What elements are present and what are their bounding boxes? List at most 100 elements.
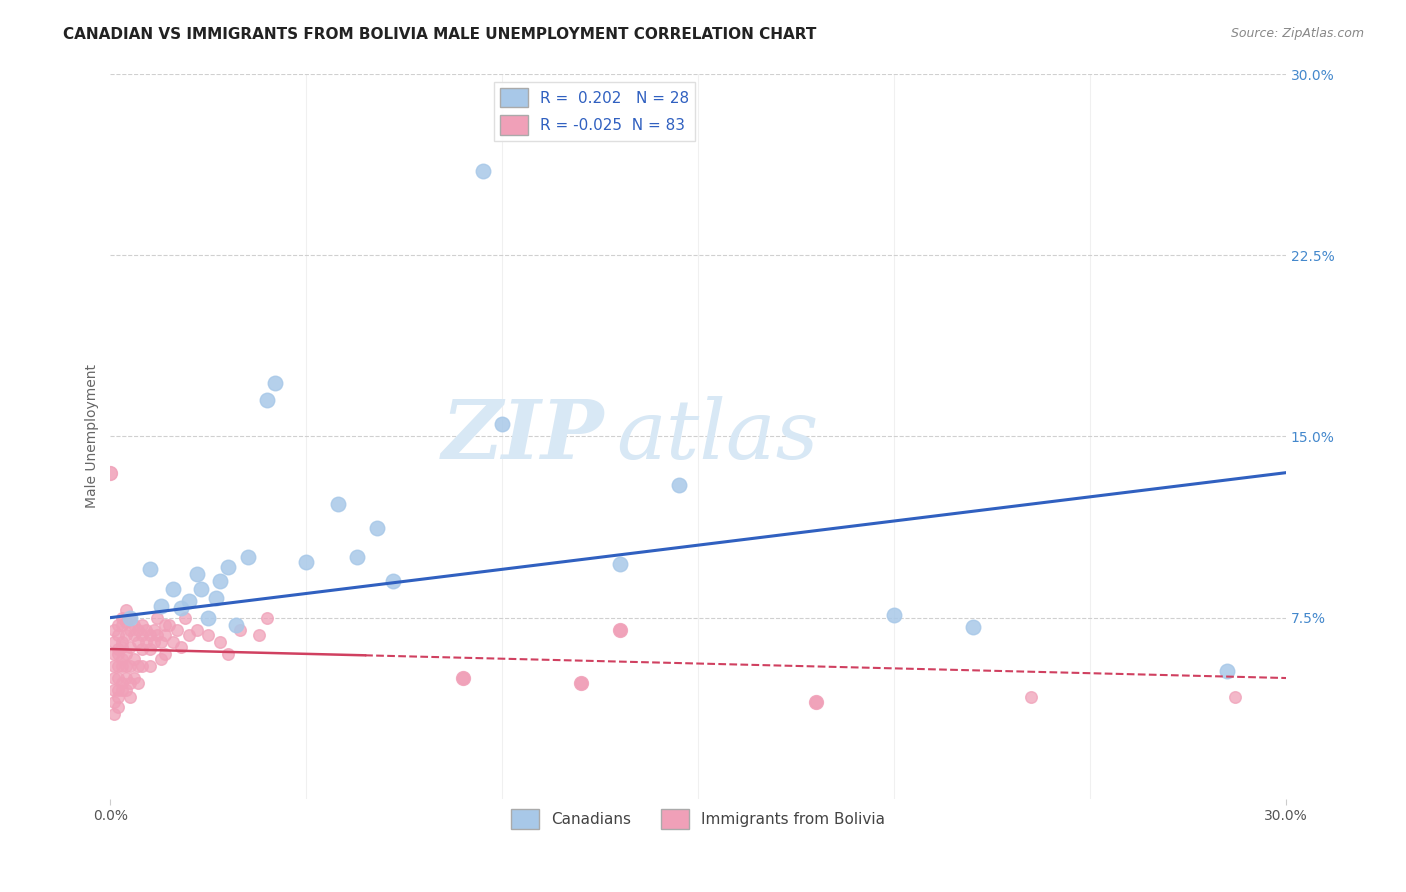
Point (138, 562, 160, 576)
Point (138, 642, 160, 657)
Point (111, 618, 134, 632)
Point (142, 623, 165, 637)
Point (122, 651, 145, 665)
Point (236, 550, 259, 565)
Point (381, 574, 404, 589)
Point (103, 683, 125, 698)
Point (190, 582, 212, 596)
Point (346, 550, 368, 565)
Point (103, 647, 125, 661)
Point (103, 707, 125, 722)
Point (451, 671, 474, 685)
Point (100, 466, 122, 480)
Point (247, 627, 270, 641)
Point (115, 671, 138, 685)
Point (135, 634, 157, 648)
Point (118, 610, 141, 624)
Point (471, 163, 494, 178)
Text: Source: ZipAtlas.com: Source: ZipAtlas.com (1230, 27, 1364, 40)
Point (609, 558, 631, 572)
Point (111, 610, 134, 624)
Point (115, 627, 138, 641)
Point (118, 623, 141, 637)
Point (138, 627, 160, 641)
Point (256, 610, 278, 624)
Point (170, 601, 193, 615)
Point (155, 627, 177, 641)
Point (127, 634, 149, 648)
Point (173, 610, 195, 624)
Point (150, 599, 173, 613)
Point (609, 623, 631, 637)
Point (135, 623, 157, 637)
Point (186, 567, 208, 582)
Point (111, 659, 134, 673)
Point (205, 591, 228, 606)
Point (118, 659, 141, 673)
Point (118, 676, 141, 690)
Point (295, 555, 318, 569)
Point (609, 623, 631, 637)
Point (107, 690, 129, 705)
Point (177, 627, 200, 641)
Point (804, 695, 827, 709)
Point (127, 623, 149, 637)
Point (111, 676, 134, 690)
Point (569, 676, 592, 690)
Point (177, 593, 200, 607)
Point (107, 642, 129, 657)
Point (883, 608, 905, 623)
Point (166, 623, 188, 637)
Point (1223, 690, 1246, 705)
Point (131, 659, 153, 673)
Point (122, 671, 145, 685)
Point (150, 651, 173, 665)
Point (569, 676, 592, 690)
Point (103, 634, 125, 648)
Point (186, 623, 208, 637)
Point (111, 640, 134, 654)
Point (131, 642, 153, 657)
Point (111, 634, 134, 648)
Point (122, 618, 145, 632)
Point (115, 615, 138, 630)
Point (142, 634, 165, 648)
Point (150, 634, 173, 648)
Point (209, 634, 232, 648)
Point (118, 640, 141, 654)
Point (451, 671, 474, 685)
Point (131, 618, 153, 632)
Text: CANADIAN VS IMMIGRANTS FROM BOLIVIA MALE UNEMPLOYMENT CORRELATION CHART: CANADIAN VS IMMIGRANTS FROM BOLIVIA MALE… (63, 27, 817, 42)
Point (138, 659, 160, 673)
Point (155, 618, 177, 632)
Point (111, 651, 134, 665)
Point (111, 683, 134, 698)
Point (217, 560, 239, 574)
Point (115, 603, 138, 617)
Point (127, 676, 149, 690)
Point (229, 623, 252, 637)
Point (668, 477, 690, 491)
Point (122, 627, 145, 641)
Point (217, 647, 239, 661)
Text: ZIP: ZIP (441, 396, 605, 476)
Point (131, 627, 153, 641)
Point (127, 659, 149, 673)
Point (804, 695, 827, 709)
Point (264, 376, 287, 391)
Point (146, 627, 169, 641)
Point (155, 647, 177, 661)
Point (103, 671, 125, 685)
Point (256, 393, 278, 408)
Point (326, 497, 349, 511)
Point (107, 671, 129, 685)
Point (107, 700, 129, 714)
Point (115, 659, 138, 673)
Point (103, 623, 125, 637)
Text: atlas: atlas (616, 396, 818, 476)
Point (115, 683, 138, 698)
Point (1021, 690, 1043, 705)
Legend: Canadians, Immigrants from Bolivia: Canadians, Immigrants from Bolivia (505, 803, 891, 835)
Point (209, 574, 232, 589)
Point (491, 417, 513, 432)
